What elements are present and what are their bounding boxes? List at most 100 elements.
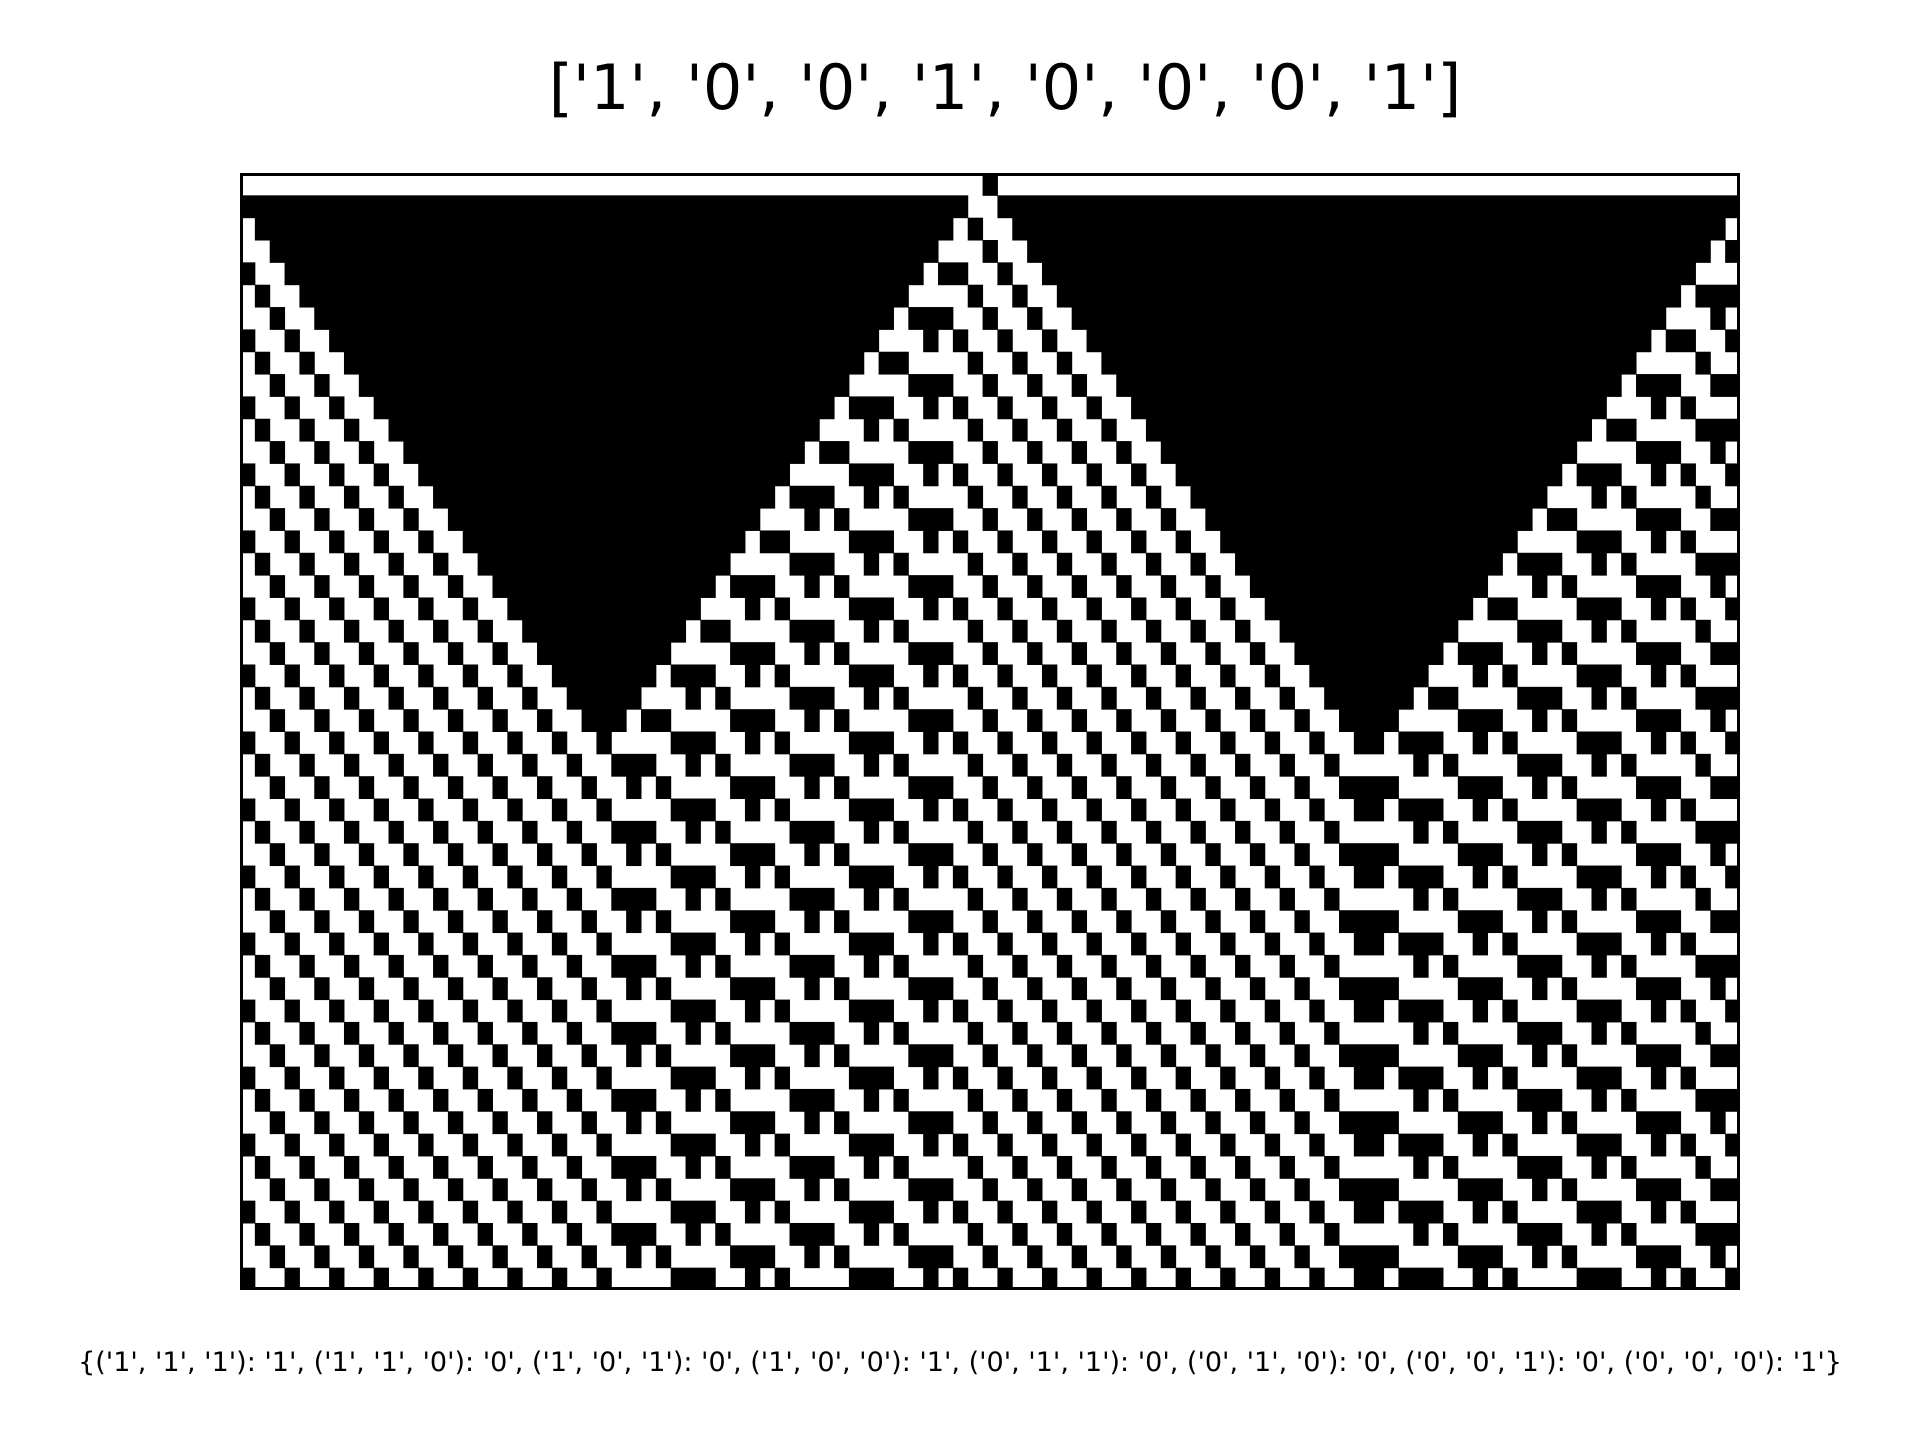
live-cell-run [1264, 1200, 1281, 1224]
live-cell-run [1591, 1021, 1607, 1045]
live-cell-run [1027, 1111, 1043, 1135]
live-cell-run [1546, 508, 1578, 531]
live-cell-run [1665, 329, 1696, 353]
live-cell-run [1249, 642, 1266, 665]
live-cell-run [403, 1245, 419, 1269]
live-cell-run [834, 575, 850, 598]
live-cell-run [670, 865, 716, 889]
live-cell-run [848, 1066, 894, 1090]
live-cell-run [1071, 307, 1667, 330]
live-cell-run [1680, 1066, 1696, 1090]
live-cell-run [967, 619, 984, 643]
live-cell-run [477, 753, 493, 777]
live-cell-run [329, 1133, 345, 1157]
live-cell-run [1324, 1021, 1340, 1045]
live-cell-run [1175, 1133, 1191, 1157]
live-cell-run [537, 843, 553, 867]
live-cell-run [314, 307, 894, 330]
live-cell-run [655, 1178, 672, 1202]
live-cell-run [1725, 1133, 1740, 1157]
live-cell-run [1650, 932, 1667, 956]
live-cell-run [581, 1245, 597, 1269]
live-cell-run [1264, 1133, 1281, 1157]
live-cell-run [863, 1155, 880, 1179]
live-cell-run [848, 731, 894, 755]
live-cell-run [418, 530, 434, 554]
live-cell-run [1472, 798, 1489, 822]
live-cell-run [240, 932, 256, 956]
live-cell-run [848, 1200, 894, 1224]
live-cell-run [893, 1088, 909, 1112]
live-cell-run [581, 1044, 597, 1068]
live-cell-run [1012, 820, 1028, 844]
live-cell-run [388, 418, 820, 442]
live-cell-run [1309, 798, 1325, 822]
live-cell-run [358, 709, 375, 732]
live-cell-run [997, 664, 1013, 688]
live-cell-run [715, 954, 731, 978]
live-cell-run [1131, 597, 1147, 621]
live-cell-run [373, 932, 390, 956]
live-cell-run [1264, 1267, 1281, 1290]
live-cell-run [655, 1245, 672, 1269]
live-cell-run [997, 1066, 1013, 1090]
live-cell-run [1636, 843, 1682, 867]
live-cell-run [314, 910, 330, 934]
live-cell-run [967, 351, 984, 375]
live-cell-run [923, 329, 939, 353]
live-cell-run [254, 1021, 271, 1045]
live-cell-run [1680, 865, 1696, 889]
live-cell-run [1636, 910, 1682, 934]
live-cell-run [1086, 1267, 1102, 1290]
live-cell-run [1101, 1222, 1117, 1246]
live-cell-run [477, 1088, 493, 1112]
live-cell-run [343, 887, 360, 911]
live-cell-run [447, 575, 464, 598]
live-cell-run [893, 954, 909, 978]
live-cell-run [789, 1155, 835, 1179]
live-cell-run [1041, 329, 1058, 353]
live-cell-run [284, 664, 300, 688]
live-cell-run [685, 954, 701, 978]
live-cell-run [1175, 664, 1191, 688]
live-cell-run [789, 485, 835, 509]
live-cell-run [1041, 530, 1058, 554]
live-cell-run [1086, 597, 1102, 621]
live-cell-run [744, 865, 761, 889]
live-cell-run [1517, 1222, 1563, 1246]
live-cell-run [403, 441, 805, 464]
live-cell-run [1472, 932, 1489, 956]
live-cell-run [1472, 999, 1489, 1023]
live-cell-run [1160, 910, 1177, 934]
live-cell-run [492, 843, 508, 867]
live-cell-run [269, 307, 286, 330]
live-cell-run [1041, 463, 1058, 487]
live-cell-run [1175, 731, 1191, 755]
live-cell-run [1532, 910, 1548, 934]
live-cell-run [1339, 709, 1399, 732]
live-cell-run [1131, 530, 1147, 554]
live-cell-run [1324, 954, 1340, 978]
live-cell-run [299, 485, 315, 509]
live-cell-run [433, 753, 449, 777]
live-cell-run [343, 1155, 360, 1179]
live-cell-run [1472, 1133, 1489, 1157]
live-cell-run [299, 820, 315, 844]
live-cell-run [522, 619, 687, 643]
live-cell-run [1339, 1044, 1399, 1068]
live-cell-run [863, 619, 880, 643]
live-cell-run [269, 910, 286, 934]
live-cell-run [388, 686, 404, 710]
live-cell-run [581, 1178, 597, 1202]
live-cell-run [343, 418, 360, 442]
live-cell-run [774, 1133, 791, 1157]
live-cell-run [1576, 1200, 1622, 1224]
live-cell-run [329, 463, 345, 487]
live-cell-run [1517, 1021, 1563, 1045]
live-cell-run [551, 1200, 568, 1224]
live-cell-run [1636, 575, 1682, 598]
live-cell-run [343, 485, 360, 509]
live-cell-run [744, 1066, 761, 1090]
live-cell-run [403, 977, 419, 1001]
live-cell-run [403, 709, 419, 732]
